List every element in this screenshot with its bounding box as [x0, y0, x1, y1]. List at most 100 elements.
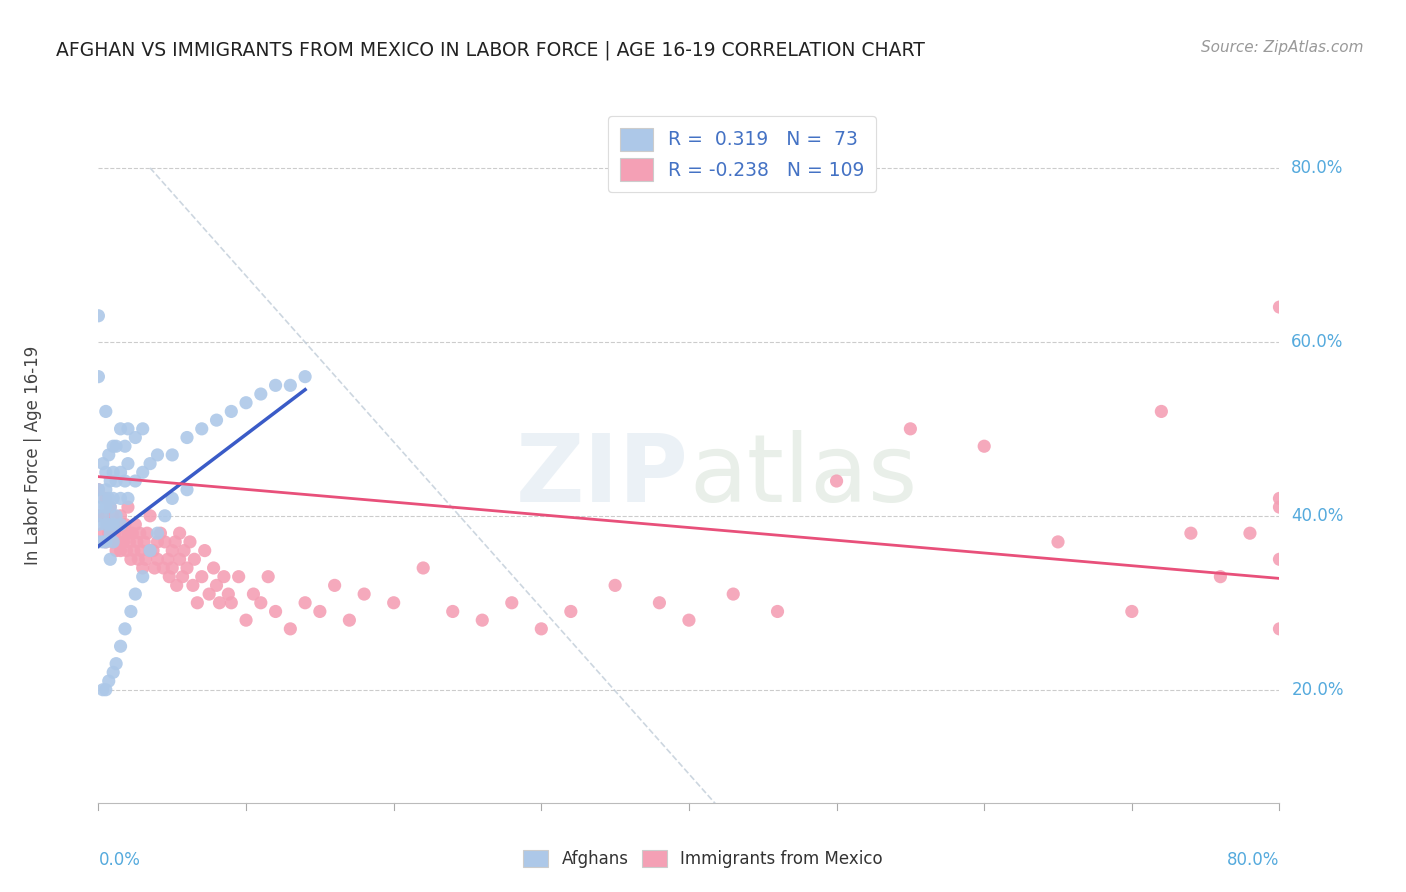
Point	[471, 613, 494, 627]
Legend: R =  0.319   N =  73, R = -0.238   N = 109: R = 0.319 N = 73, R = -0.238 N = 109	[609, 117, 876, 192]
Point	[87, 483, 110, 497]
Point	[128, 526, 150, 541]
Point	[117, 526, 139, 541]
Point	[208, 596, 231, 610]
Point	[91, 682, 114, 697]
Point	[143, 561, 166, 575]
Point	[134, 534, 156, 549]
Point	[121, 526, 143, 541]
Point	[97, 517, 120, 532]
Point	[124, 587, 146, 601]
Point	[1268, 552, 1291, 566]
Point	[1268, 500, 1291, 514]
Point	[250, 596, 273, 610]
Point	[91, 534, 114, 549]
Point	[162, 561, 183, 575]
Point	[94, 682, 117, 697]
Point	[103, 466, 125, 480]
Point	[172, 570, 194, 584]
Legend: Afghans, Immigrants from Mexico: Afghans, Immigrants from Mexico	[516, 843, 890, 875]
Point	[1268, 300, 1291, 314]
Point	[212, 570, 235, 584]
Point	[235, 395, 257, 409]
Point	[110, 508, 132, 523]
Point	[142, 543, 165, 558]
Point	[139, 543, 162, 558]
Point	[323, 578, 346, 592]
Point	[191, 422, 214, 436]
Point	[112, 534, 135, 549]
Text: 60.0%: 60.0%	[1291, 333, 1344, 351]
Point	[124, 517, 146, 532]
Point	[110, 639, 132, 653]
Point	[94, 483, 117, 497]
Point	[162, 543, 183, 558]
Point	[104, 526, 127, 541]
Point	[149, 526, 172, 541]
Point	[173, 543, 195, 558]
Point	[91, 491, 114, 506]
Point	[242, 587, 264, 601]
Point	[1150, 404, 1173, 418]
Point	[228, 570, 250, 584]
Point	[530, 622, 553, 636]
Point	[87, 369, 110, 384]
Point	[1268, 622, 1291, 636]
Text: Source: ZipAtlas.com: Source: ZipAtlas.com	[1201, 40, 1364, 55]
Point	[219, 596, 242, 610]
Point	[181, 578, 204, 592]
Point	[132, 570, 155, 584]
Point	[105, 474, 128, 488]
Point	[162, 448, 183, 462]
Point	[110, 422, 132, 436]
Point	[219, 404, 242, 418]
Point	[136, 526, 159, 541]
Point	[250, 387, 273, 401]
Point	[264, 605, 287, 619]
Point	[678, 613, 700, 627]
Point	[87, 309, 110, 323]
Point	[91, 457, 114, 471]
Point	[257, 570, 280, 584]
Point	[309, 605, 332, 619]
Point	[183, 552, 205, 566]
Point	[94, 466, 117, 480]
Point	[94, 534, 117, 549]
Point	[103, 665, 125, 680]
Point	[766, 605, 789, 619]
Text: ZIP: ZIP	[516, 430, 689, 522]
Point	[120, 605, 142, 619]
Text: 0.0%: 0.0%	[98, 851, 141, 869]
Point	[103, 508, 125, 523]
Point	[100, 517, 122, 532]
Point	[98, 500, 121, 514]
Point	[648, 596, 671, 610]
Point	[108, 517, 131, 532]
Point	[412, 561, 434, 575]
Point	[105, 543, 128, 558]
Point	[146, 526, 169, 541]
Point	[132, 561, 155, 575]
Point	[117, 500, 139, 514]
Point	[157, 570, 180, 584]
Point	[103, 491, 125, 506]
Point	[165, 534, 187, 549]
Point	[294, 369, 316, 384]
Point	[166, 578, 188, 592]
Point	[202, 561, 225, 575]
Point	[139, 543, 162, 558]
Point	[825, 474, 848, 488]
Point	[110, 491, 132, 506]
Point	[105, 657, 128, 671]
Text: AFGHAN VS IMMIGRANTS FROM MEXICO IN LABOR FORCE | AGE 16-19 CORRELATION CHART: AFGHAN VS IMMIGRANTS FROM MEXICO IN LABO…	[56, 40, 925, 60]
Text: 80.0%: 80.0%	[1227, 851, 1279, 869]
Point	[186, 596, 208, 610]
Point	[124, 474, 146, 488]
Point	[353, 587, 375, 601]
Point	[337, 613, 360, 627]
Point	[176, 483, 198, 497]
Point	[117, 457, 139, 471]
Point	[110, 466, 132, 480]
Point	[194, 543, 217, 558]
Point	[91, 526, 114, 541]
